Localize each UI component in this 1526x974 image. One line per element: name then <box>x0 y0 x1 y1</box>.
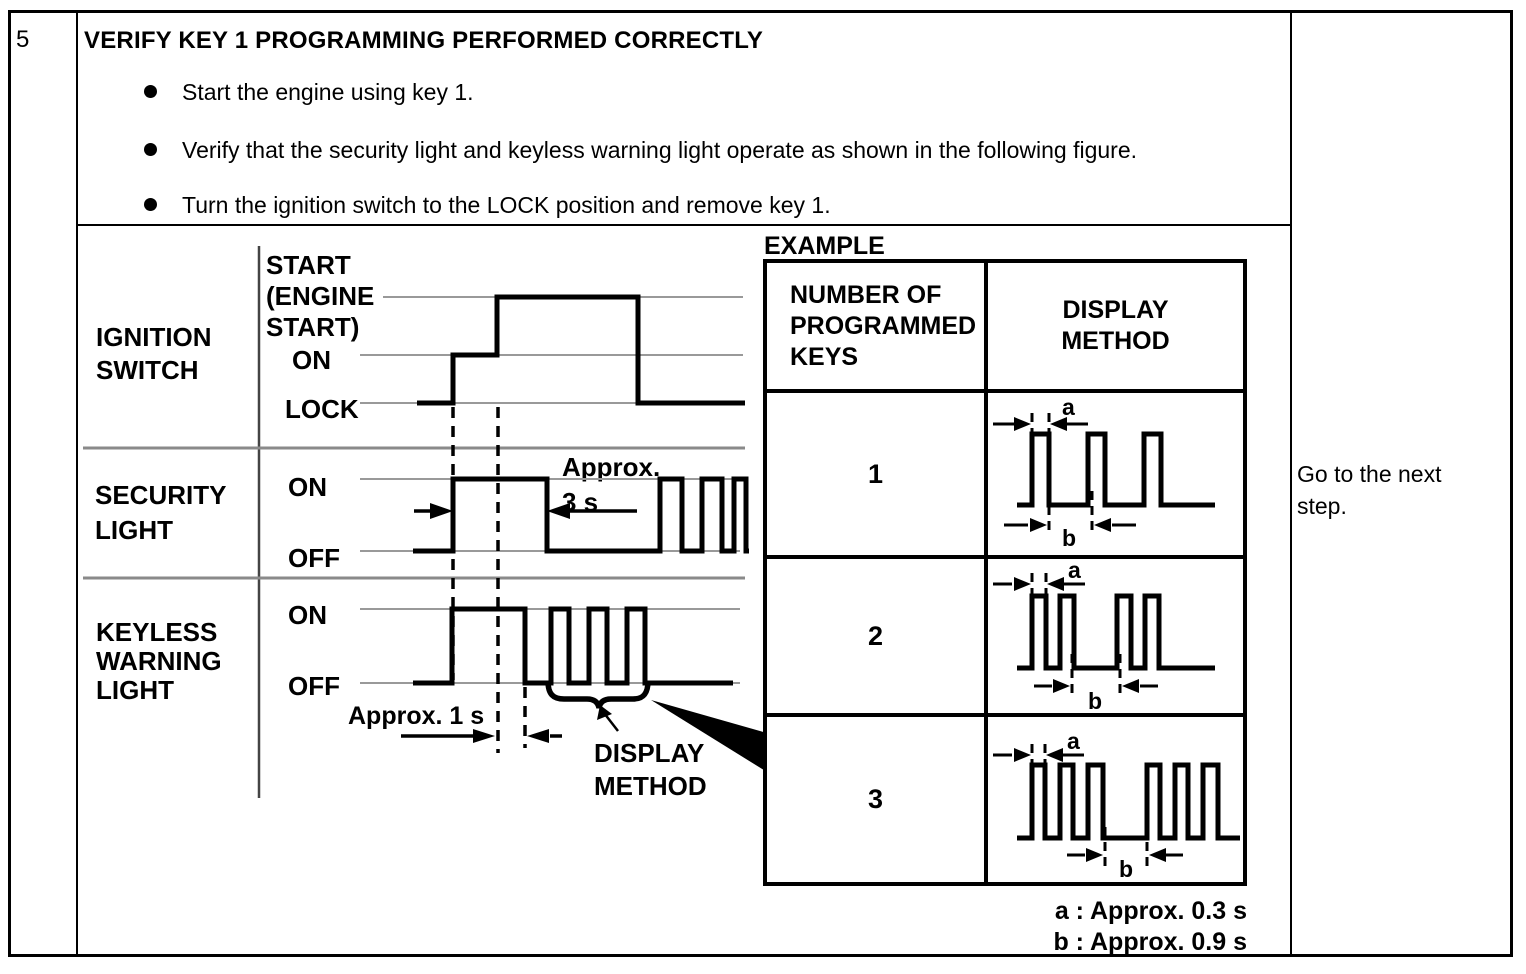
security-on-level-label: ON <box>288 472 327 502</box>
footnote-a: a : Approx. 0.3 s <box>1054 897 1247 925</box>
bullet-text: Start the engine using key 1. <box>182 79 474 105</box>
keyless-off-level-label: OFF <box>288 671 340 701</box>
keyless-warning-light-label: KEYLESS WARNING LIGHT <box>96 617 222 705</box>
footnote-b: b : Approx. 0.9 s <box>1053 928 1247 956</box>
dim-1s-right-arrow <box>527 729 549 743</box>
dim-a-label: a <box>1067 728 1080 754</box>
header-divider <box>78 224 1290 226</box>
bullet-icon <box>144 85 157 98</box>
pulse-pattern-2-keys: a b <box>993 559 1215 713</box>
bullet-icon <box>144 143 157 156</box>
key-count-cell: 3 <box>767 717 988 882</box>
key-count-cell: 1 <box>767 393 988 559</box>
ignition-waveform <box>417 294 745 406</box>
dim-a-label: a <box>1062 394 1075 420</box>
page-border <box>8 10 1513 957</box>
key-count-cell: 2 <box>767 559 988 717</box>
action-text: Go to the next step. <box>1297 461 1442 519</box>
dim-a-label: a <box>1068 559 1081 583</box>
column-header-display-method: DISPLAY METHOD <box>988 263 1243 393</box>
pointer-wedge <box>651 700 767 772</box>
example-table: NUMBER OF PROGRAMMED KEYS DISPLAY METHOD… <box>763 259 1247 886</box>
step-title: VERIFY KEY 1 PROGRAMMING PERFORMED CORRE… <box>84 27 764 54</box>
ignition-on-level-label: ON <box>292 345 331 375</box>
bullet-item: Turn the ignition switch to the LOCK pos… <box>144 192 831 218</box>
security-off-level-label: OFF <box>288 543 340 573</box>
display-method-cell-3: a b <box>988 717 1243 882</box>
security-waveform <box>413 476 749 554</box>
bullet-item: Start the engine using key 1. <box>144 79 474 105</box>
ignition-lock-level-label: LOCK <box>285 394 359 424</box>
column-header-keys: NUMBER OF PROGRAMMED KEYS <box>767 263 988 393</box>
approx-1s-annotation: Approx. 1 s <box>348 702 485 730</box>
timing-diagram <box>83 246 767 798</box>
keyless-waveform <box>413 606 733 686</box>
step-number: 5 <box>16 26 30 53</box>
dimension-footnotes: a : Approx. 0.3 s b : Approx. 0.9 s <box>897 896 1247 958</box>
bullet-text: Verify that the security light and keyle… <box>182 137 1138 163</box>
dim-b-label: b <box>1119 856 1133 882</box>
display-method-cell-1: a b <box>988 393 1243 559</box>
bullet-text: Turn the ignition switch to the LOCK pos… <box>182 192 831 218</box>
ignition-switch-label: IGNITION SWITCH <box>96 322 212 385</box>
display-method-cell-2: a b <box>988 559 1243 717</box>
example-label: EXAMPLE <box>764 232 885 260</box>
dim-b-label: b <box>1062 525 1076 551</box>
dim-3s-left-arrow <box>430 503 453 519</box>
dim-1s-left-arrow <box>473 729 495 743</box>
bullet-icon <box>144 198 157 211</box>
pulse-pattern-3-keys: a b <box>993 728 1240 882</box>
step-column-divider <box>76 13 78 957</box>
display-method-callout-label: DISPLAY METHOD <box>594 738 707 801</box>
keyless-on-level-label: ON <box>288 600 327 630</box>
dim-3s-right-arrow <box>547 503 570 519</box>
ignition-start-level-label: START (ENGINE START) <box>266 250 375 342</box>
action-column-divider <box>1290 13 1292 957</box>
callout-arrow-head <box>597 705 612 720</box>
dim-b-label: b <box>1088 688 1102 713</box>
bullet-item: Verify that the security light and keyle… <box>144 137 1137 163</box>
security-light-label: SECURITY LIGHT <box>95 480 227 545</box>
display-method-brace <box>545 680 651 709</box>
pulse-pattern-1-key: a b <box>993 394 1215 551</box>
